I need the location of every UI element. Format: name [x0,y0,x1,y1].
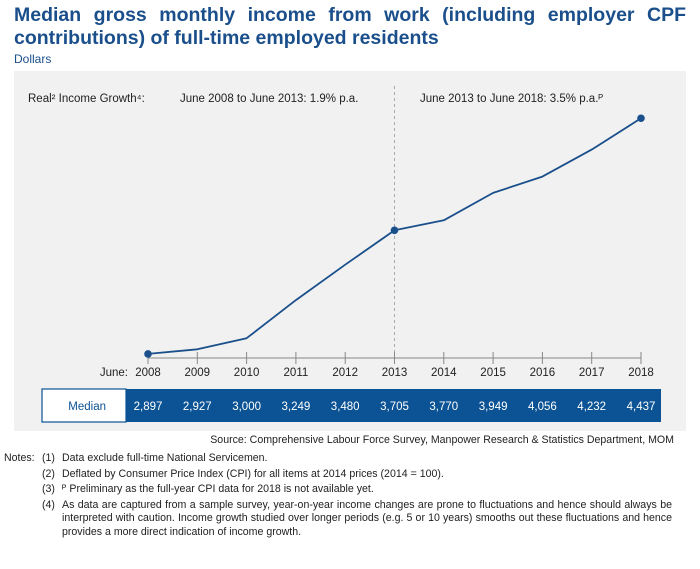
period-label-2: June 2013 to June 2018: 3.5% p.a.ᴾ [420,93,603,105]
line-chart: Real² Income Growth⁴: June 2008 to June 2… [28,86,661,423]
x-tick-label-2009: 2009 [185,367,211,379]
data-point-2018 [637,114,645,123]
note-spacer [4,483,42,497]
chart-subtitle: Dollars [14,52,52,66]
x-tick-label-2012: 2012 [332,367,358,379]
note-row: (4) As data are captured from a sample su… [4,499,672,540]
table-value-band [126,389,661,422]
x-tick-label-2008: 2008 [135,367,161,379]
value-label-2018: 4,437 [627,401,656,413]
period-label-1: June 2008 to June 2013: 1.9% p.a. [180,93,358,105]
x-tick-label-2015: 2015 [480,367,506,379]
notes-label: Notes: [4,452,35,464]
value-label-2013: 3,705 [380,401,409,413]
value-label-2017: 4,232 [577,401,606,413]
value-label-2009: 2,927 [183,401,212,413]
x-tick-label-2011: 2011 [284,367,309,379]
value-label-2015: 3,949 [479,401,508,413]
note-row: (2) Deflated by Consumer Price Index (CPI… [4,468,672,482]
x-tick-label-2013: 2013 [382,367,408,379]
value-label-2008: 2,897 [134,401,163,413]
note-row: Notes: (1) Data exclude full-time National… [4,452,672,466]
value-label-2014: 3,770 [429,401,458,413]
x-axis-prefix: June: [100,367,128,379]
growth-label: Real² Income Growth⁴: [28,93,145,105]
x-tick-label-2016: 2016 [530,367,556,379]
value-label-2011: 3,249 [282,401,311,413]
note-text: Deflated by Consumer Price Index (CPI) f… [62,467,444,480]
data-point-2008 [144,350,152,358]
notes-list: Notes: (1) Data exclude full-time National… [4,452,672,540]
x-tick-label-2018: 2018 [628,367,654,379]
note-number: (4) [42,498,55,511]
chart-panel [14,71,686,431]
x-tick-label-2010: 2010 [234,367,260,379]
note-number: (3) [42,483,55,496]
note-row: (3) ᴾ Preliminary as the full-year CPI da… [4,483,672,497]
value-label-2012: 3,480 [331,401,360,413]
note-text: ᴾ Preliminary as the full-year CPI data … [62,483,374,496]
notes-section: Source: Comprehensive Labour Force Surve… [4,434,674,542]
x-tick-label-2014: 2014 [431,367,457,379]
note-number: (2) [42,467,55,480]
chart-title: Median gross monthly income from work (i… [14,4,686,49]
note-spacer [4,468,42,482]
note-number: (1) [42,452,55,464]
note-text: Data exclude full-time National Servicem… [62,452,268,464]
note-text: As data are captured from a sample surve… [62,498,672,538]
data-point-2013 [390,226,399,235]
x-tick-label-2017: 2017 [579,367,605,379]
value-label-2016: 4,056 [528,401,557,413]
value-label-2010: 3,000 [232,401,261,413]
note-spacer [4,499,42,540]
source-text: Source: Comprehensive Labour Force Surve… [210,434,674,446]
table-row-label: Median [68,401,106,413]
